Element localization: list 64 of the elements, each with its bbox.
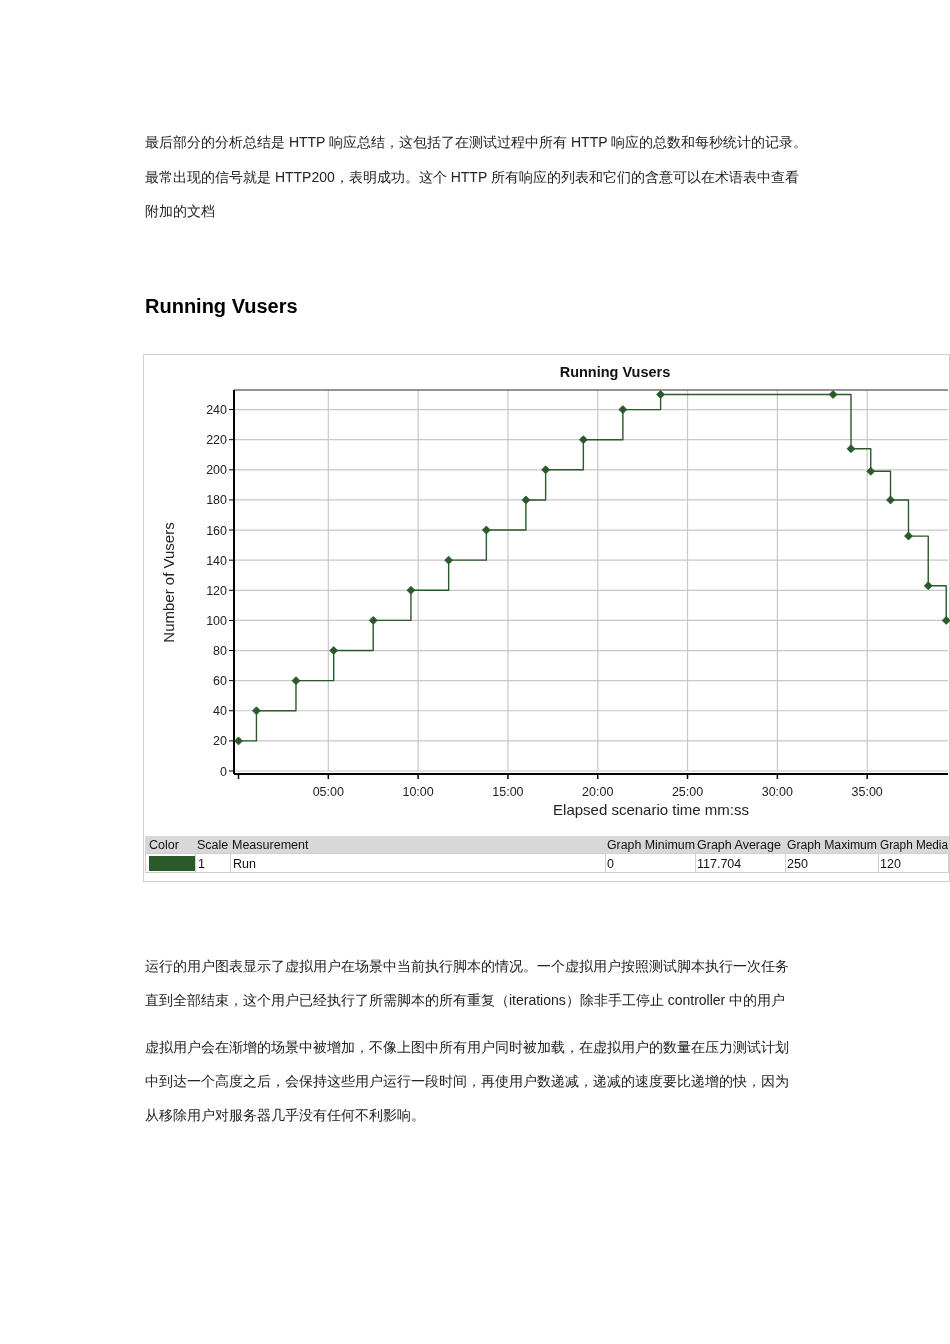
annotation: Graph Maximum [787, 838, 880, 852]
y-tick-label: 40 [213, 704, 228, 719]
point [329, 646, 339, 655]
annotation: Running Vusers [145, 295, 298, 317]
annotation: 中到达一个高度之后，会保持这些用户运行一段时间，再使用户数递减，递减的速度要比递增的快，因为 [145, 1073, 789, 1089]
y-tick-label: 60 [213, 674, 228, 689]
point [368, 616, 378, 625]
x-tick-label: 10:00 [402, 785, 434, 799]
x-axis-title: Elapsed scenario time mm:ss [553, 801, 749, 818]
annotation: 运行的用户图表显示了虚拟用户在场景中当前执行脚本的情况。一个虚拟用户按照测试脚本执行一次任务 [145, 958, 789, 974]
annotation: 117.704 [697, 857, 742, 871]
y-axis-title: Number of Vusers [160, 522, 177, 643]
y-tick-label: 0 [220, 764, 228, 779]
y-tick-label: 240 [206, 403, 228, 418]
chart-title: Running Vusers [559, 364, 671, 380]
y-tick-label: 220 [206, 433, 228, 448]
annotation: Graph Average [697, 838, 781, 852]
annotation: Color [149, 838, 179, 852]
point [618, 405, 628, 414]
point [886, 495, 895, 505]
annotation: 1 [198, 857, 205, 871]
annotation: 直到全部结束，这个用户已经执行了所需脚本的所有重复（iterations）除非手工停止 controller 中的用户 [145, 992, 786, 1008]
x-tick-label: 20:00 [582, 785, 614, 799]
y-tick-label: 200 [206, 463, 228, 478]
x-tick-label: 15:00 [492, 785, 524, 799]
point [923, 581, 933, 591]
x-tick-label: 05:00 [312, 785, 344, 799]
annotation: 最常出现的信号就是 HTTP200，表明成功。这个 HTTP 所有响应的列表和它们的含意可以在术语表中查看 [145, 169, 799, 185]
point [846, 444, 856, 454]
x-tick-label: 25:00 [671, 785, 704, 799]
annotation: 虚拟用户会在渐增的场景中被增加，不像上图中所有用户同时被加载，在虚拟用户的数量在压力测试计划 [145, 1039, 789, 1055]
annotation: 从移除用户对服务器几乎没有任何不利影响。 [145, 1107, 425, 1123]
annotation: Scale [197, 838, 229, 852]
point [406, 585, 416, 595]
annotation: Graph Media [880, 838, 950, 852]
y-tick-label: 160 [206, 523, 228, 538]
y-tick-label: 120 [206, 583, 228, 598]
annotation: 附加的文档 [145, 203, 215, 219]
annotation: 最后部分的分析总结是 HTTP 响应总结，这包括了在测试过程中所有 HTTP 响应的总数和每秒统计的记录。 [145, 134, 808, 150]
y-tick-label: 140 [206, 553, 228, 568]
y-tick-label: 100 [206, 613, 228, 628]
point [904, 531, 913, 541]
point [866, 466, 876, 476]
annotation: 0 [607, 857, 614, 871]
y-tick-label: 180 [206, 493, 228, 508]
x-tick-label: 30:00 [761, 785, 794, 799]
annotation: 120 [880, 857, 901, 871]
point [521, 495, 531, 505]
y-tick-label: 80 [213, 644, 228, 659]
point [252, 706, 261, 716]
point [578, 435, 588, 445]
point [656, 390, 665, 399]
y-tick-label: 20 [213, 734, 228, 749]
annotation: Graph Minimum [607, 838, 696, 852]
point [234, 736, 243, 746]
point [941, 616, 950, 625]
annotation: 250 [787, 857, 808, 871]
point [444, 555, 454, 565]
x-tick-label: 35:00 [851, 785, 883, 799]
point [291, 676, 301, 686]
point [481, 525, 491, 535]
point [828, 390, 838, 399]
annotation: Measurement [232, 838, 309, 852]
point [541, 465, 551, 475]
